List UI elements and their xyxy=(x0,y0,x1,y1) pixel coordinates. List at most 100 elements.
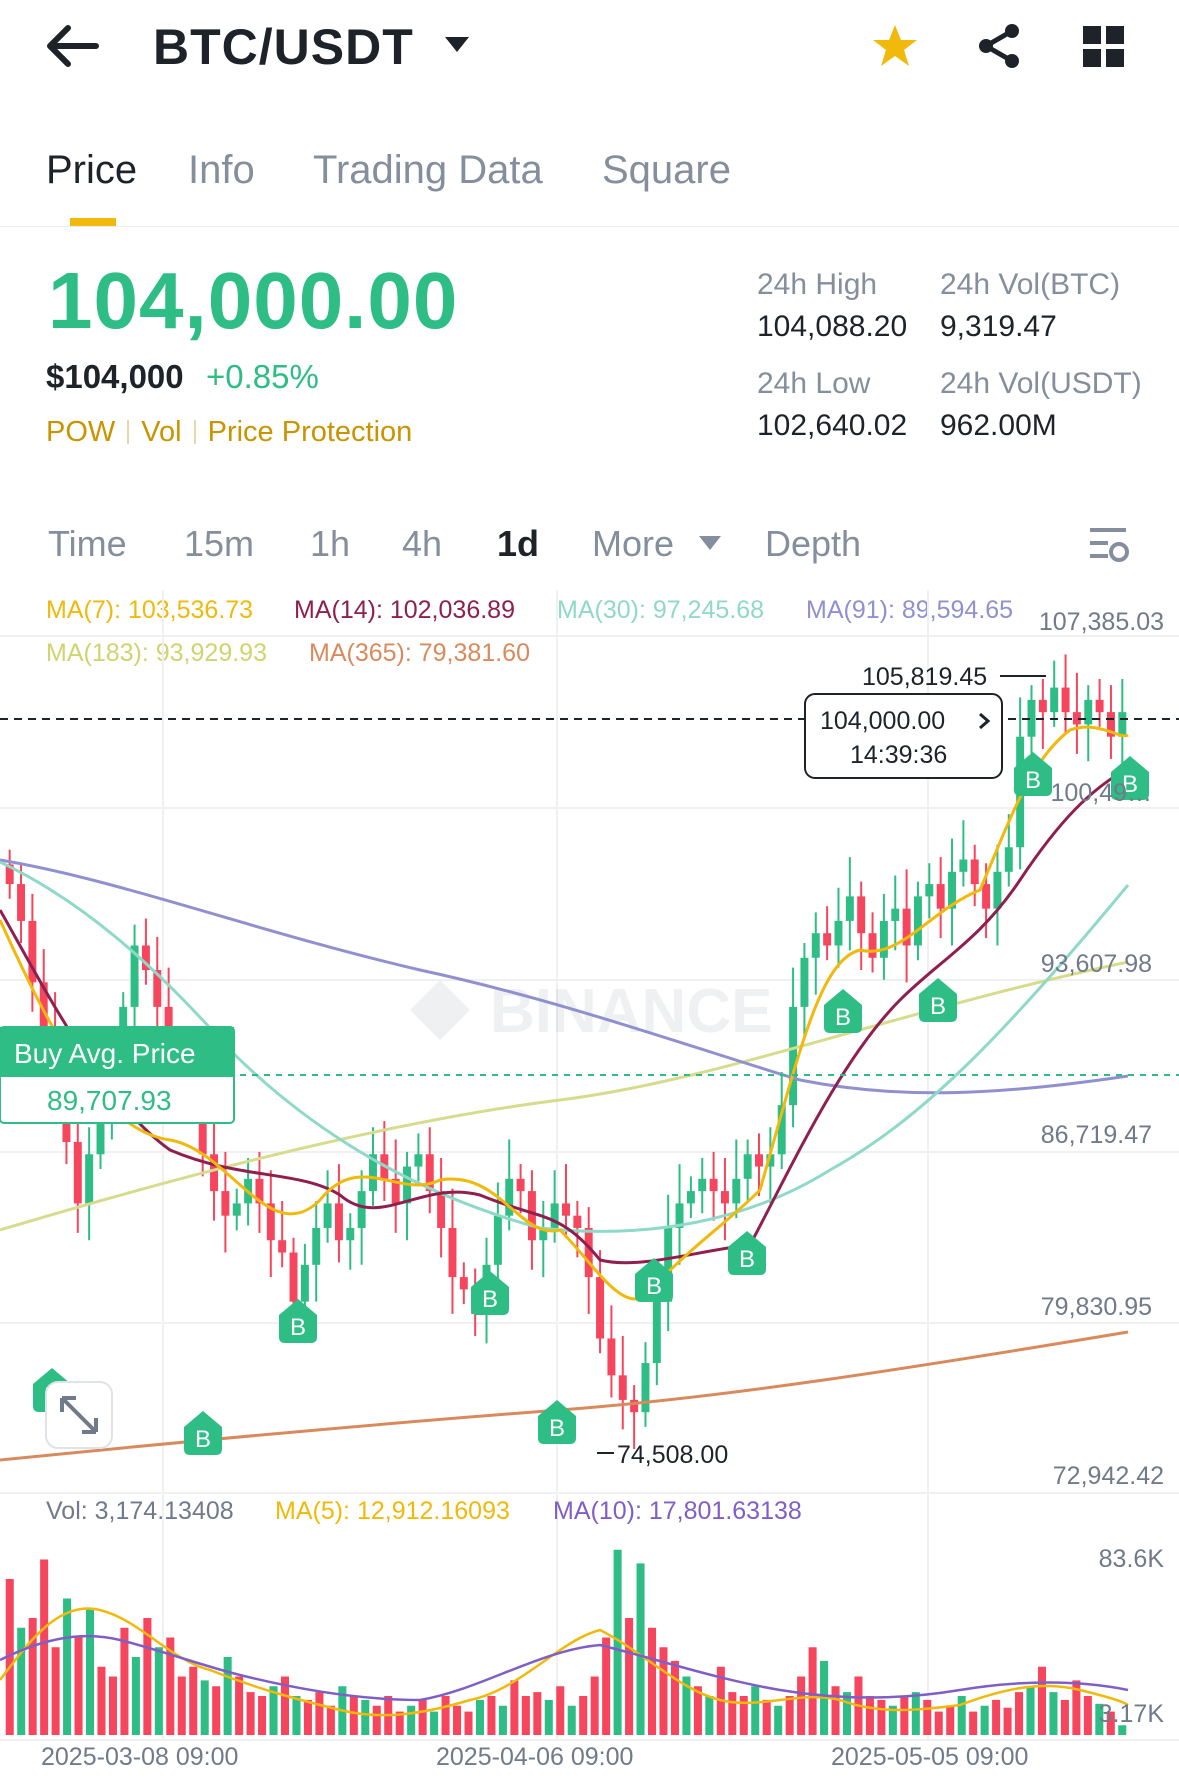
candle-body xyxy=(1027,699,1036,737)
interval-15m[interactable]: 15m xyxy=(184,523,255,564)
candle-body xyxy=(266,1203,275,1241)
interval-more[interactable]: More xyxy=(592,523,675,564)
candle-body xyxy=(73,1141,82,1204)
candle-body xyxy=(1050,687,1059,713)
candle-body xyxy=(789,1006,798,1106)
candle-body xyxy=(527,1191,536,1241)
volume-bar xyxy=(774,1705,783,1735)
candle-body xyxy=(970,859,979,885)
interval-1h[interactable]: 1h xyxy=(310,523,351,564)
candle-body xyxy=(777,1105,786,1155)
volume-bar xyxy=(877,1699,886,1735)
candle-body xyxy=(1004,847,1013,872)
volume-bar xyxy=(280,1676,290,1735)
low-price-label: 74,508.00 xyxy=(617,1441,728,1469)
tab-trading-data[interactable]: Trading Data xyxy=(313,148,543,192)
volume-bar xyxy=(1083,1696,1092,1735)
price-change-percent: +0.85% xyxy=(206,358,319,395)
back-arrow-icon[interactable] xyxy=(44,22,100,70)
candle-body xyxy=(369,1154,377,1192)
candle-body xyxy=(766,1154,775,1167)
volume-bar xyxy=(636,1563,645,1735)
price-chart[interactable]: BINANCE 105,819.45 74,508.00 B B B B B B B B B B B… xyxy=(0,590,1179,1784)
volume-bar xyxy=(349,1696,358,1735)
volume-bar xyxy=(40,1559,49,1735)
volume-bar xyxy=(1060,1699,1069,1735)
candle-body xyxy=(300,1264,309,1302)
x-axis: 2025-03-08 09:00 2025-04-06 09:00 2025-0… xyxy=(41,1743,1028,1771)
volume-bar xyxy=(326,1705,335,1735)
star-icon[interactable] xyxy=(870,22,920,70)
tab-price[interactable]: Price xyxy=(46,148,138,192)
ma365-legend: MA(365): 79,381.60 xyxy=(309,639,530,667)
candle-body xyxy=(675,1203,684,1228)
ma91-legend: MA(91): 89,594.65 xyxy=(806,596,1014,624)
more-caret-icon[interactable] xyxy=(698,535,722,551)
interval-4h[interactable]: 4h xyxy=(402,523,443,564)
ma91-line xyxy=(0,858,1129,1095)
volume-bar xyxy=(108,1676,117,1735)
chart-settings-icon[interactable] xyxy=(1088,525,1130,567)
volume-bar xyxy=(659,1647,668,1735)
candle-body xyxy=(141,945,150,971)
pair-title[interactable]: BTC/USDT xyxy=(153,19,414,75)
active-tab-indicator xyxy=(70,218,116,226)
tag-price-protection[interactable]: Price Protection xyxy=(207,416,413,448)
volume-bar xyxy=(212,1686,221,1735)
volume-bar xyxy=(418,1699,427,1735)
volume-bar xyxy=(166,1637,175,1735)
candle-body xyxy=(493,1215,502,1265)
interval-time[interactable]: Time xyxy=(48,523,127,564)
candle-body xyxy=(221,1191,230,1216)
volume-ma10-line xyxy=(0,1634,1129,1702)
buy-marker-label: B xyxy=(1025,767,1041,794)
volume-bar xyxy=(177,1676,186,1735)
buy-marker: B xyxy=(1014,752,1052,796)
candle-body xyxy=(1072,712,1081,725)
volume-bar xyxy=(625,1618,634,1735)
tab-bar: Price Info Trading Data Square xyxy=(0,130,1179,227)
buy-marker-label: B xyxy=(549,1415,565,1442)
x-tick: 2025-03-08 09:00 xyxy=(41,1743,238,1771)
buy-marker-label: B xyxy=(195,1426,211,1453)
volume-bar xyxy=(74,1637,83,1735)
candle-body xyxy=(96,1117,105,1155)
interval-1d[interactable]: 1d xyxy=(497,523,540,564)
candle-body xyxy=(743,1154,752,1179)
last-price: 104,000.00 xyxy=(48,256,459,345)
candle-body xyxy=(936,884,945,909)
candle-body xyxy=(1084,699,1093,725)
volume-bar xyxy=(602,1637,611,1735)
volume-bar xyxy=(498,1705,507,1735)
volume-bar xyxy=(946,1705,955,1735)
volume-bar xyxy=(888,1705,897,1735)
volume-bar xyxy=(97,1666,106,1735)
tag-vol[interactable]: Vol xyxy=(141,416,182,448)
candle-body xyxy=(346,1227,355,1241)
candle-body xyxy=(1095,699,1104,713)
share-icon[interactable] xyxy=(976,22,1024,70)
volume-bar xyxy=(361,1699,370,1735)
candle-body xyxy=(1038,699,1047,713)
buy-marker: B xyxy=(538,1400,576,1444)
tag-pow[interactable]: POW xyxy=(46,416,116,448)
grid-icon[interactable] xyxy=(1083,26,1125,68)
x-tick: 2025-05-05 09:00 xyxy=(831,1743,1028,1771)
y-tick: 79,830.95 xyxy=(1041,1293,1152,1321)
buy-marker: B xyxy=(635,1258,673,1302)
buy-marker-label: B xyxy=(290,1314,306,1341)
current-price-tag: 104,000.00 14:39:36 xyxy=(804,693,1003,779)
candle-body xyxy=(720,1191,729,1204)
volume-bar xyxy=(785,1696,794,1735)
caret-down-icon[interactable] xyxy=(443,35,471,55)
volume-bar xyxy=(739,1696,748,1735)
tab-info[interactable]: Info xyxy=(188,148,255,192)
volume-bar xyxy=(1049,1692,1058,1735)
candle-body xyxy=(607,1338,616,1376)
ma7-line xyxy=(0,725,1129,1301)
tab-square[interactable]: Square xyxy=(602,148,731,192)
interval-depth[interactable]: Depth xyxy=(765,523,862,564)
volume-bar xyxy=(567,1705,576,1735)
candle-body xyxy=(993,871,1002,909)
volume-bar xyxy=(1118,1725,1127,1735)
